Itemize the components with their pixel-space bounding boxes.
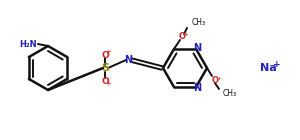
Text: +: + [273,60,281,68]
Text: +: + [106,81,111,87]
Text: N: N [193,43,201,53]
Text: O: O [212,75,218,85]
Text: N: N [193,83,201,93]
Text: S: S [101,63,109,73]
Text: Na: Na [260,63,276,73]
Text: CH₃: CH₃ [192,18,206,27]
Text: CH₃: CH₃ [223,89,237,99]
Text: +: + [183,32,188,37]
Text: +: + [106,49,111,55]
Text: +: + [216,75,221,80]
Text: N: N [124,55,132,65]
Text: O: O [101,76,109,86]
Text: H₂N: H₂N [20,39,37,48]
Text: O: O [101,51,109,60]
Text: O: O [178,32,185,41]
